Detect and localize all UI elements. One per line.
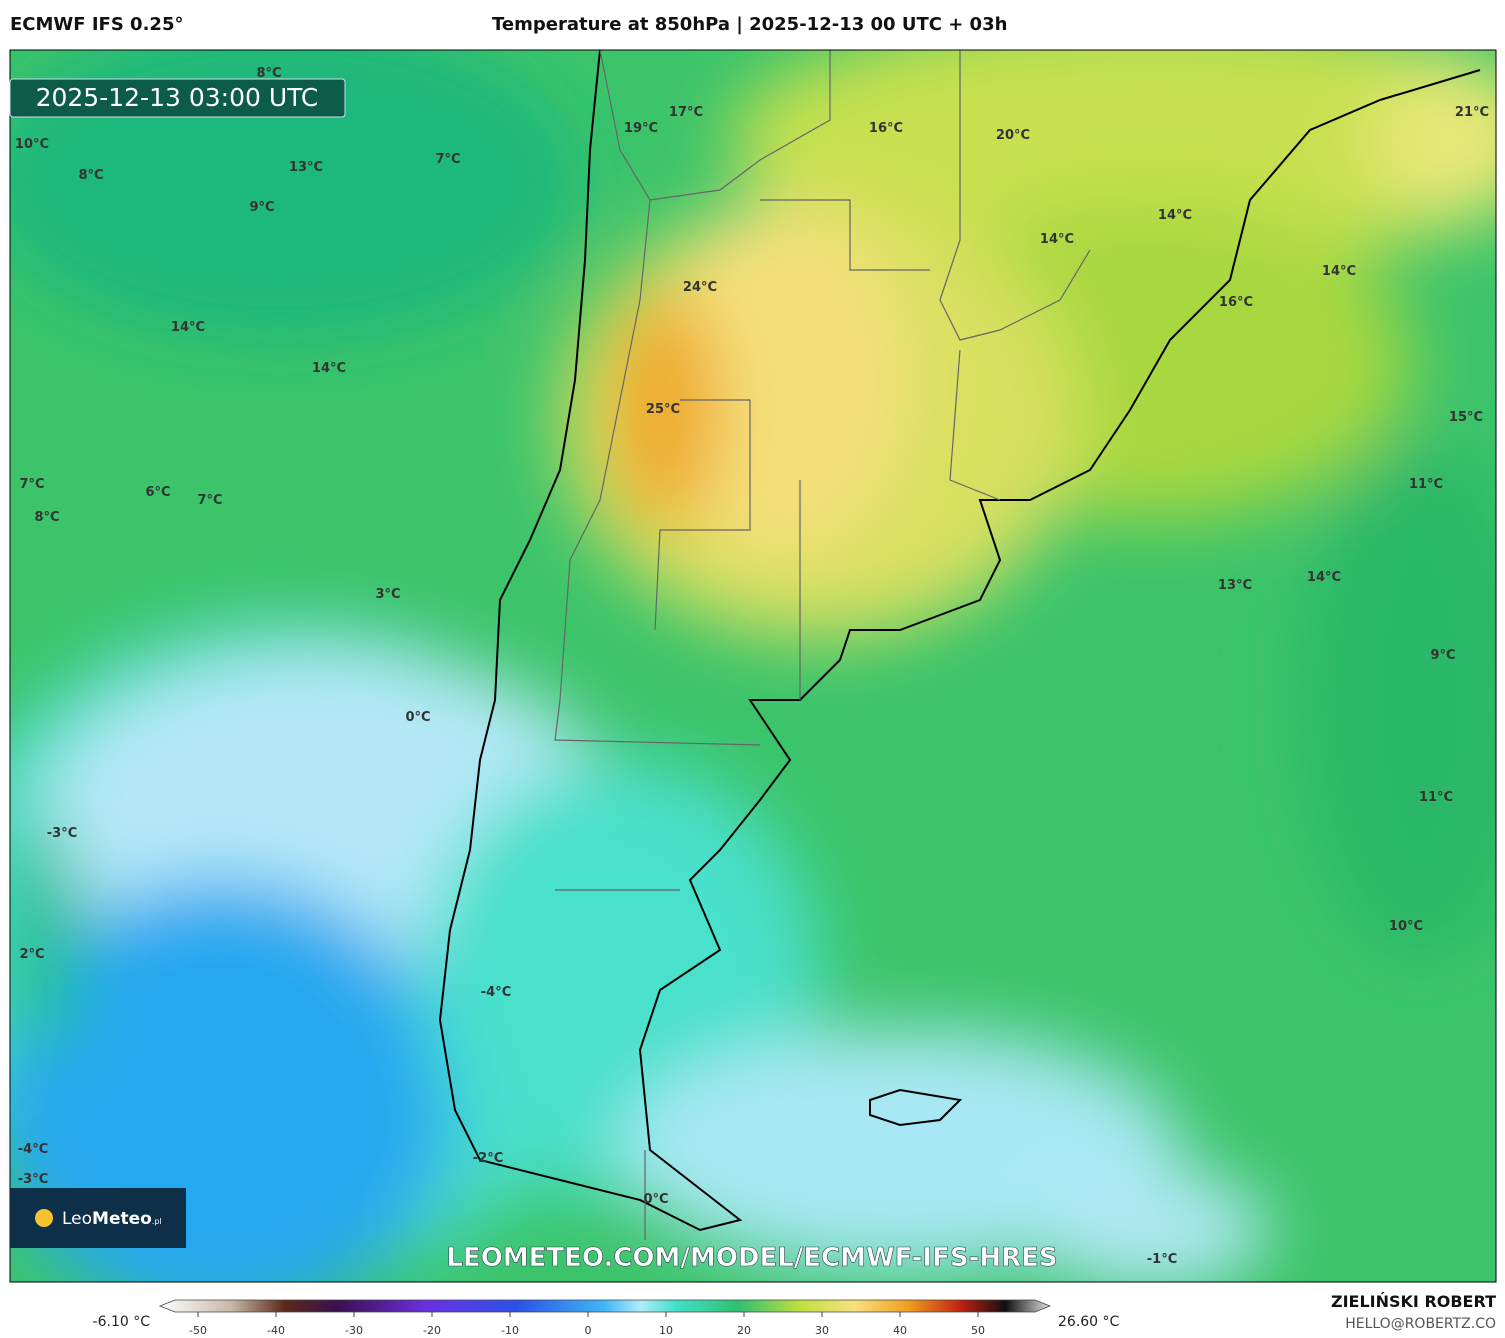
temperature-label: 21°C [1455,105,1489,120]
temperature-label: -1°C [1147,1252,1177,1267]
temperature-label: 24°C [683,280,717,295]
temperature-label: 16°C [869,121,903,136]
temperature-label: 11°C [1409,477,1443,492]
temperature-label: 6°C [145,485,170,500]
temperature-label: 14°C [1040,232,1074,247]
temperature-label: 20°C [996,128,1030,143]
temperature-label: 7°C [19,477,44,492]
temperature-label: 14°C [312,361,346,376]
temperature-label: -2°C [473,1151,503,1166]
author: ZIELIŃSKI ROBERT [1331,1292,1496,1311]
logo-part: .pl [152,1217,162,1226]
temperature-label: 9°C [249,200,274,215]
colorbar-min: -6.10 °C [93,1314,151,1330]
temperature-label: 3°C [375,587,400,602]
temperature-label: -4°C [18,1142,48,1157]
temperature-label: 7°C [197,493,222,508]
logo: LeoMeteo.pl [62,1209,162,1229]
colorbar [158,1299,1052,1313]
colorbar-tick-label: -40 [267,1324,285,1337]
temperature-label: 19°C [624,121,658,136]
colorbar-tick-label: 0 [585,1324,592,1337]
map-title: Temperature at 850hPa | 2025-12-13 00 UT… [492,14,1008,35]
temperature-label: 14°C [1322,264,1356,279]
colorbar-tick-label: 30 [815,1324,829,1337]
colorbar-max: 26.60 °C [1058,1314,1120,1330]
colorbar-tick-label: -30 [345,1324,363,1337]
temperature-label: 8°C [34,510,59,525]
colorbar-tick-label: 20 [737,1324,751,1337]
temperature-label: 14°C [171,320,205,335]
temperature-label: 15°C [1449,410,1483,425]
temperature-label: 16°C [1219,295,1253,310]
temperature-label: 9°C [1430,648,1455,663]
temperature-label: 0°C [405,710,430,725]
temperature-label: 0°C [643,1192,668,1207]
temperature-label: 17°C [669,105,703,120]
timestamp-box [9,78,346,118]
logo-part: Meteo [92,1209,152,1229]
temperature-label: 8°C [78,168,103,183]
colorbar-tick-label: 50 [971,1324,985,1337]
watermark: LEOMETEO.COM/MODEL/ECMWF-IFS-HRES [446,1243,1057,1273]
colorbar-tick-label: 10 [659,1324,673,1337]
logo-part: Leo [62,1209,92,1229]
timestamp: 2025-12-13 03:00 UTC [36,83,319,112]
logo-sun [35,1209,53,1227]
temperature-label: 8°C [256,66,281,81]
temperature-label: 11°C [1419,790,1453,805]
contact: HELLO@ROBERTZ.CO [1345,1316,1496,1332]
temperature-label: 14°C [1307,570,1341,585]
temperature-label: 13°C [1218,578,1252,593]
colorbar-tick-label: -20 [423,1324,441,1337]
temperature-label: -4°C [481,985,511,1000]
temperature-field [10,50,1496,1282]
temperature-label: 13°C [289,160,323,175]
colorbar-tick-label: 40 [893,1324,907,1337]
temperature-label: 14°C [1158,208,1192,223]
temperature-label: 10°C [15,137,49,152]
colorbar-tick-label: -10 [501,1324,519,1337]
temperature-label: 10°C [1389,919,1423,934]
temperature-label: 2°C [19,947,44,962]
model-name: ECMWF IFS 0.25° [10,14,184,35]
temperature-label: -3°C [18,1172,48,1187]
colorbar-tick-label: -50 [189,1324,207,1337]
temperature-label: 7°C [435,152,460,167]
temperature-label: -3°C [47,826,77,841]
temperature-label: 25°C [646,402,680,417]
